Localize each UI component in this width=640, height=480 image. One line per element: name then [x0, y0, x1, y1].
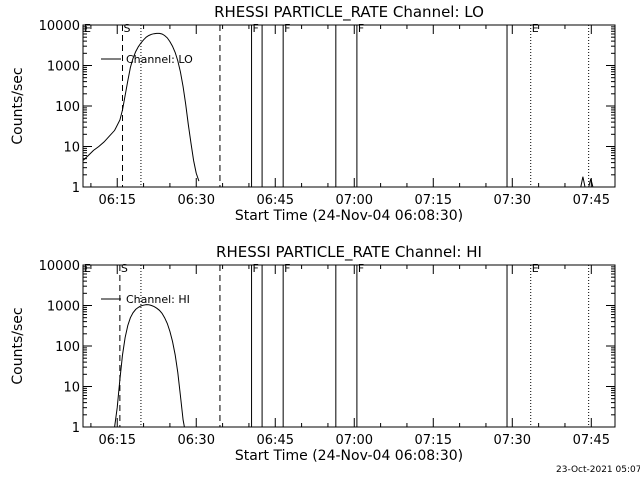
chart-title: RHESSI PARTICLE_RATE Channel: HI	[216, 243, 482, 262]
event-label: F	[253, 22, 259, 35]
y-tick-label: 10	[63, 141, 80, 156]
series-line	[580, 176, 594, 188]
plot-frame	[82, 24, 616, 188]
y-tick-label: 1	[72, 421, 80, 436]
event-label: E	[84, 262, 91, 275]
x-tick-label: 06:30	[178, 193, 215, 208]
x-tick-label: 06:45	[257, 193, 294, 208]
x-tick-label: 06:15	[99, 433, 136, 448]
footer-timestamp: 23-Oct-2021 05:07	[556, 465, 640, 475]
y-tick-label: 1000	[47, 60, 80, 75]
y-axis-label: Counts/sec	[10, 67, 26, 144]
y-tick-label: 10000	[39, 19, 80, 34]
x-tick-label: 07:15	[415, 433, 452, 448]
x-tick-label: 06:30	[178, 433, 215, 448]
event-label: F	[358, 22, 364, 35]
chart-panel-0: RHESSI PARTICLE_RATE Channel: LO 1 10 100 10…	[10, 3, 616, 224]
x-tick-label: 07:15	[415, 193, 452, 208]
event-label: F	[284, 22, 290, 35]
x-tick-label: 07:45	[573, 433, 610, 448]
event-label: E	[532, 22, 539, 35]
event-label: F	[253, 262, 259, 275]
x-axis-label: Start Time (24-Nov-04 06:08:30)	[235, 448, 463, 464]
x-tick-label: 07:30	[494, 433, 531, 448]
y-tick-label: 100	[55, 340, 80, 355]
x-tick-label: 07:45	[573, 193, 610, 208]
event-label: F	[358, 262, 364, 275]
y-tick-label: 1	[72, 181, 80, 196]
legend-label: Channel: HI	[126, 293, 190, 306]
chart-title: RHESSI PARTICLE_RATE Channel: LO	[214, 3, 484, 22]
event-label: S	[124, 22, 131, 35]
y-tick-label: 10	[63, 381, 80, 396]
event-label: F	[284, 262, 290, 275]
series-line	[82, 32, 200, 182]
x-tick-label: 06:15	[99, 193, 136, 208]
y-tick-label: 100	[55, 100, 80, 115]
chart-panel-1: RHESSI PARTICLE_RATE Channel: HI 1 10 100 10…	[10, 243, 616, 464]
x-tick-label: 07:00	[336, 193, 373, 208]
legend-label: Channel: LO	[126, 53, 193, 66]
y-tick-label: 10000	[39, 259, 80, 274]
series-line	[114, 304, 185, 428]
y-axis-label: Counts/sec	[10, 307, 26, 384]
y-tick-label: 1000	[47, 300, 80, 315]
x-tick-label: 07:30	[494, 193, 531, 208]
event-label: E	[532, 262, 539, 275]
event-label: E	[84, 22, 91, 35]
x-tick-label: 06:45	[257, 433, 294, 448]
x-axis-label: Start Time (24-Nov-04 06:08:30)	[235, 208, 463, 224]
x-tick-label: 07:00	[336, 433, 373, 448]
plot-frame	[82, 264, 616, 428]
event-label: S	[121, 262, 128, 275]
